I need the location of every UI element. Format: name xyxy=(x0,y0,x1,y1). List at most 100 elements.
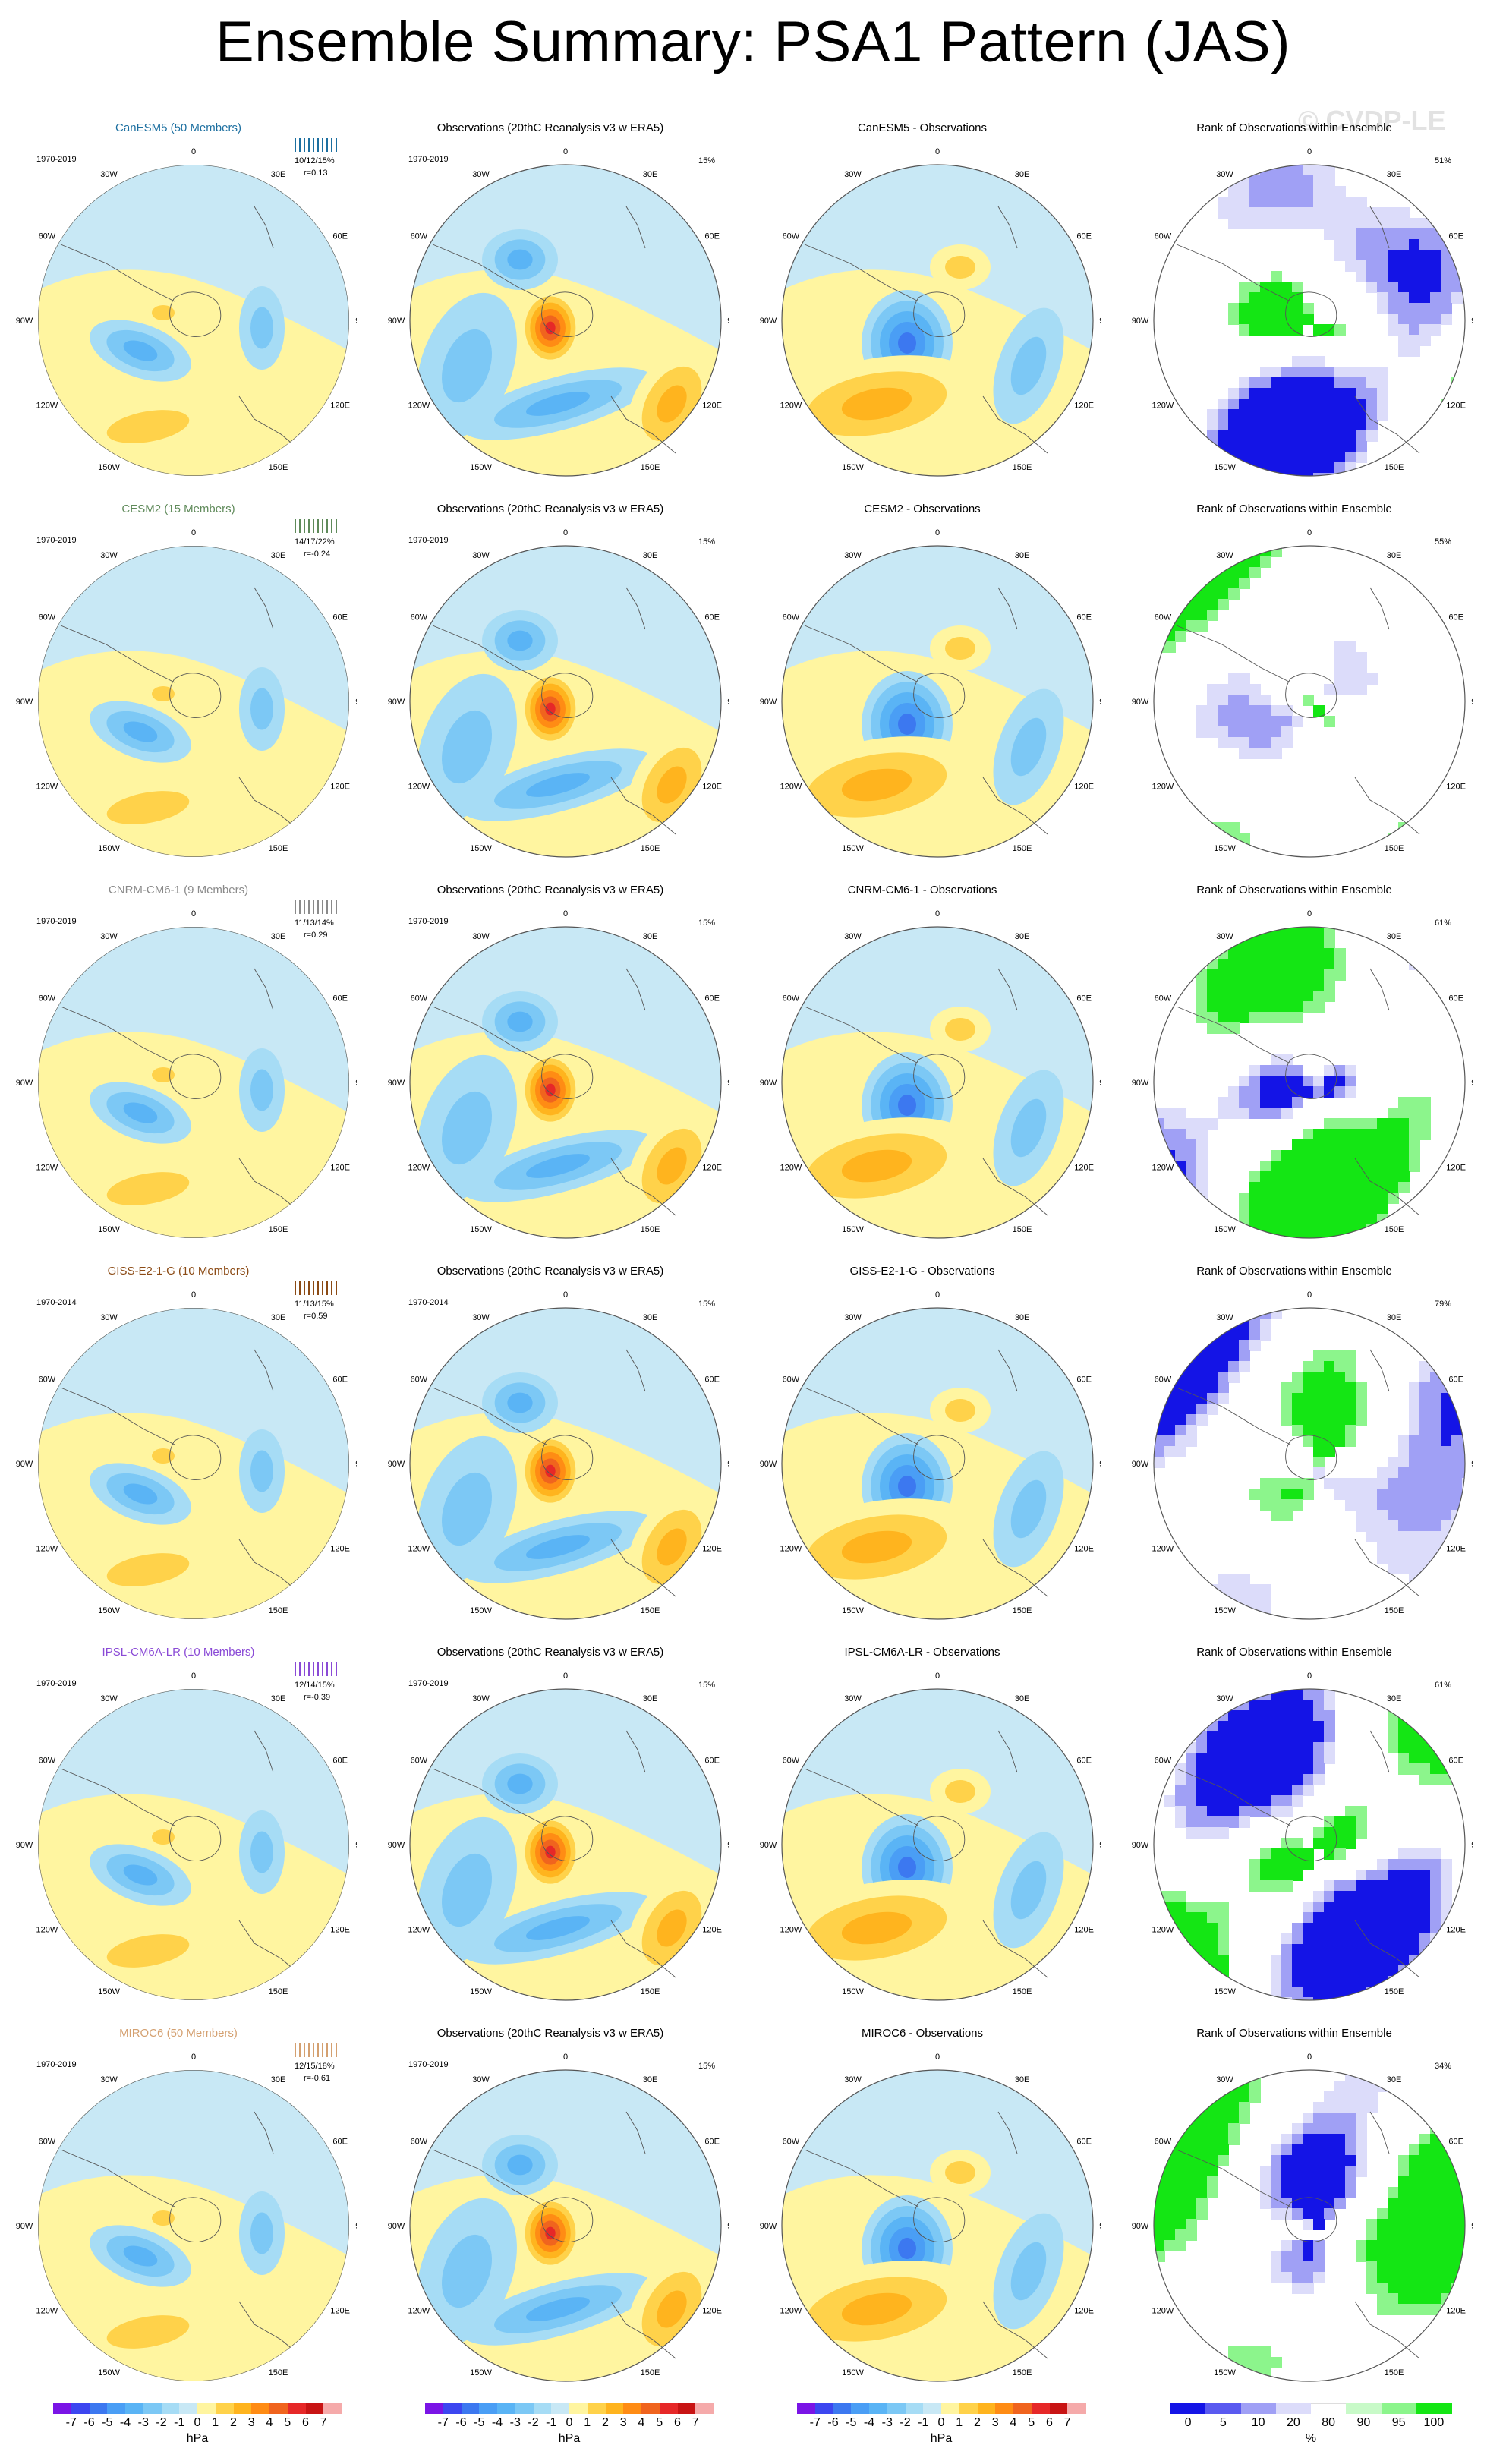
rank-cell xyxy=(1366,1933,1378,1945)
rank-cell xyxy=(1377,1859,1388,1870)
rank-cell xyxy=(1303,937,1314,949)
lon-label: 0 xyxy=(1307,147,1312,156)
rank-cell xyxy=(1175,1329,1186,1341)
rank-cell xyxy=(1451,2229,1463,2241)
rank-cell xyxy=(1345,1361,1356,1372)
lon-label: 60W xyxy=(783,2138,800,2147)
rank-cell xyxy=(1388,2229,1399,2241)
colorbar-label: 7 xyxy=(692,2416,699,2429)
rank-cell xyxy=(1164,1891,1176,1902)
rank-cell xyxy=(1334,1816,1346,1828)
low-center-level-3 xyxy=(123,2245,158,2267)
rank-cell xyxy=(1441,1446,1452,1457)
rank-cell xyxy=(1154,1446,1165,1457)
rank-cell xyxy=(1334,2155,1346,2166)
rank-cell xyxy=(1271,1731,1282,1743)
rank-cell xyxy=(1377,1171,1388,1183)
rank-cell xyxy=(1281,1944,1293,1955)
rank-cell xyxy=(1228,1795,1240,1807)
rank-cell xyxy=(1207,473,1218,476)
rank-cell xyxy=(1271,991,1282,1002)
period-label: 1970-2019 xyxy=(36,155,77,164)
rank-cell xyxy=(1154,948,1165,959)
rank-cell xyxy=(1260,991,1271,1002)
lon-label: 120E xyxy=(330,1926,350,1935)
rank-cell xyxy=(1271,1161,1282,1172)
rank-cell xyxy=(1218,1340,1229,1351)
rank-cell xyxy=(1409,948,1420,959)
lon-label: 60E xyxy=(332,994,348,1004)
rank-cell xyxy=(1345,1414,1356,1426)
rank-cell xyxy=(1271,1955,1282,1966)
lon-label: 60E xyxy=(332,613,348,622)
hpa-colorbar: -7 -6 -5 -4 -3 -2 -1 0 1 2 3 4 5 6 7 hPa xyxy=(53,2403,342,2456)
rank-cell xyxy=(1345,197,1356,208)
colorbar-swatch xyxy=(551,2403,570,2414)
rank-cell xyxy=(1292,1161,1303,1172)
rank-cell xyxy=(1292,1065,1303,1076)
rank-cell xyxy=(1419,1933,1431,1945)
colorbar-label: -4 xyxy=(491,2416,503,2429)
rank-cell xyxy=(1207,716,1218,727)
rank-cell xyxy=(1409,2240,1420,2251)
stats-label: 11/13/15% xyxy=(295,1300,334,1309)
lon-label: 0 xyxy=(935,147,940,156)
rank-cell xyxy=(1324,1372,1335,1383)
model-title: IPSL-CM6A-LR (10 Members) xyxy=(102,1646,255,1659)
rank-cell xyxy=(1419,1880,1431,1892)
lon-label: 150W xyxy=(98,463,120,472)
rank-cell xyxy=(1313,2134,1325,2145)
lon-label: 30W xyxy=(100,170,118,179)
rank-cell xyxy=(1345,1923,1356,1934)
coastline xyxy=(804,1349,1048,1597)
rank-cell xyxy=(1451,1361,1463,1372)
rank-cell xyxy=(1313,186,1325,197)
rank-cell xyxy=(1228,2102,1240,2113)
rank-cell xyxy=(1154,1361,1165,1372)
rank-cell xyxy=(1271,1710,1282,1722)
rank-cell xyxy=(1239,314,1250,325)
rank-cell xyxy=(1377,1203,1388,1215)
contour-field xyxy=(38,927,349,1238)
rank-cell xyxy=(1303,2219,1314,2230)
rank-title: Rank of Observations within Ensemble xyxy=(1196,1646,1392,1659)
rank-cell xyxy=(1334,1965,1346,1977)
rank-cell xyxy=(1334,948,1346,959)
low-west-level-2 xyxy=(442,2234,492,2308)
rank-cell xyxy=(1196,567,1208,578)
rank-cell xyxy=(1441,1235,1452,1238)
rank-cell xyxy=(1398,1542,1410,1553)
rank-cell xyxy=(1388,1880,1399,1892)
lon-label: 30W xyxy=(100,932,118,941)
rank-cell xyxy=(1313,175,1325,187)
rank-cell xyxy=(1334,673,1346,685)
rank-cell xyxy=(1356,228,1367,240)
rank-cell xyxy=(1345,430,1356,442)
rank-cell xyxy=(1388,1531,1399,1542)
rank-cell xyxy=(1175,546,1186,557)
high-southeast-level-3 xyxy=(657,1147,687,1185)
rank-cell xyxy=(1249,1108,1261,1119)
rank-cell xyxy=(1196,610,1208,621)
rank-cell xyxy=(1398,1129,1410,1140)
rank-cell xyxy=(1271,1499,1282,1511)
rank-cell xyxy=(1207,1923,1218,1934)
rank-colorbar: 0 5 10 20 80 90 95 100% xyxy=(1170,2403,1452,2456)
rank-cell xyxy=(1271,1065,1282,1076)
colorbar-swatch xyxy=(623,2403,642,2414)
high-south-level-2 xyxy=(106,2315,190,2349)
rank-cell xyxy=(1196,1785,1208,1796)
rank-cell xyxy=(1239,737,1250,748)
rank-cell xyxy=(1164,1404,1176,1415)
rank-cell xyxy=(1313,1721,1325,1732)
rank-cell xyxy=(1345,388,1356,399)
rank-cell xyxy=(1292,980,1303,991)
rank-cell xyxy=(1313,1731,1325,1743)
colorbar-swatch xyxy=(569,2403,588,2414)
rank-cell xyxy=(1196,1997,1208,2000)
rank-cell xyxy=(1398,239,1410,250)
rank-cell xyxy=(1186,1214,1197,1225)
rank-cell xyxy=(1313,356,1325,367)
rank-cell xyxy=(1228,833,1240,844)
rank-cell xyxy=(1409,1902,1420,1913)
